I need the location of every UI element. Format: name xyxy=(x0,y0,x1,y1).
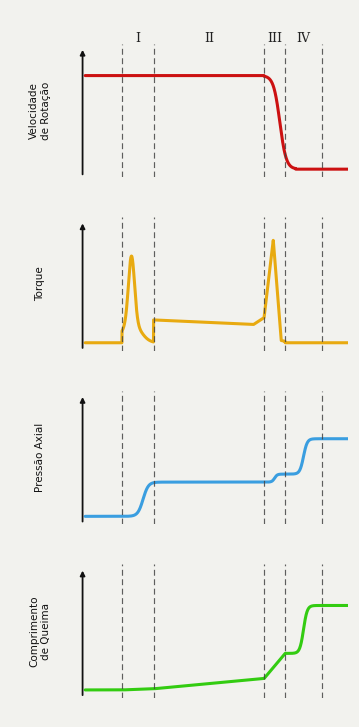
Text: I: I xyxy=(135,32,140,45)
Y-axis label: Velocidade
de Rotação: Velocidade de Rotação xyxy=(29,81,51,140)
Y-axis label: Comprimento
de Queima: Comprimento de Queima xyxy=(29,595,51,667)
Text: II: II xyxy=(204,32,214,45)
Text: IV: IV xyxy=(297,32,311,45)
Text: III: III xyxy=(267,32,282,45)
Y-axis label: Pressão Axial: Pressão Axial xyxy=(35,423,45,492)
Y-axis label: Torque: Torque xyxy=(35,267,45,302)
